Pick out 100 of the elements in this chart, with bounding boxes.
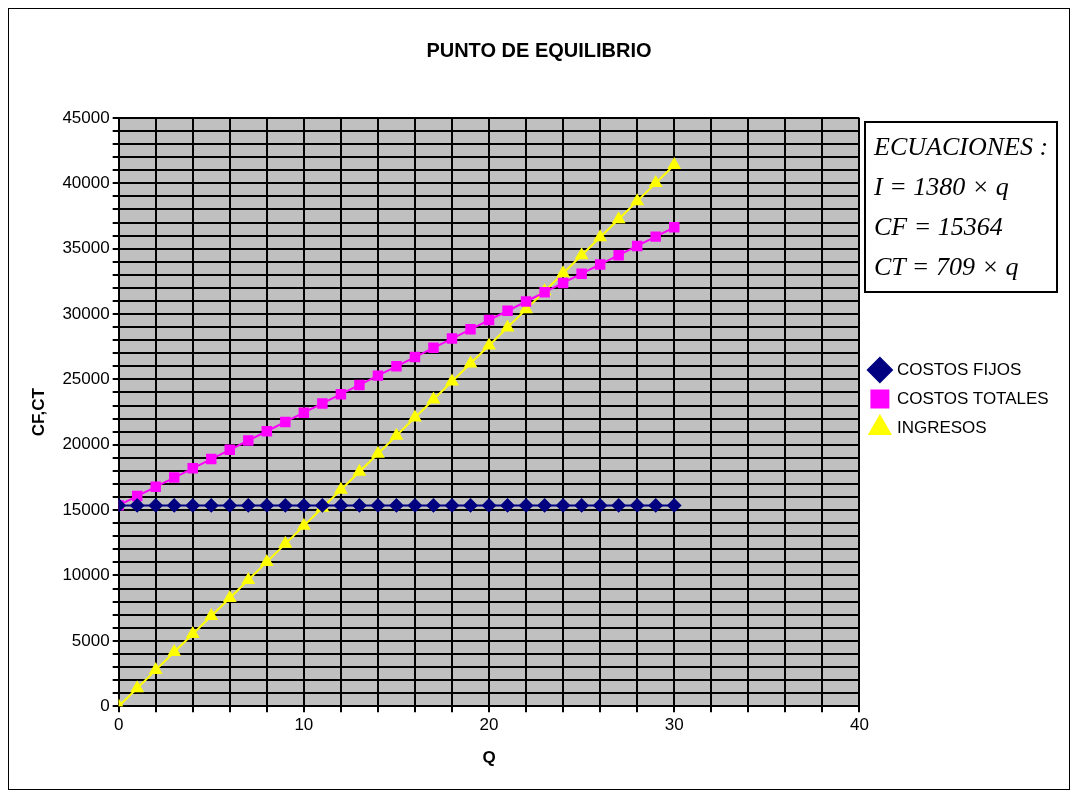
legend-label: COSTOS FIJOS (896, 359, 1022, 379)
point (482, 498, 497, 513)
point (556, 498, 571, 513)
x-tick-label: 40 (849, 715, 869, 735)
point (520, 296, 532, 307)
point (298, 407, 310, 418)
point (556, 266, 570, 278)
point (259, 498, 274, 513)
point (333, 498, 348, 513)
chart-title: PUNTO DE EQUILIBRIO (426, 38, 652, 61)
point (149, 663, 162, 675)
point (465, 324, 476, 335)
point (222, 498, 237, 513)
point (353, 464, 366, 476)
point (557, 277, 569, 289)
y-tick-label: 10000 (62, 565, 110, 585)
point (354, 379, 365, 391)
point (131, 681, 144, 693)
point (630, 498, 645, 513)
point (372, 370, 384, 381)
point (650, 231, 661, 242)
point (223, 590, 236, 602)
point (168, 645, 181, 657)
point (502, 305, 513, 316)
x-tick-label: 30 (664, 715, 684, 735)
point (649, 176, 662, 188)
point (668, 158, 681, 170)
legend-label: INGRESOS (896, 417, 987, 437)
point (446, 333, 458, 344)
y-tick-label: 20000 (62, 434, 110, 454)
point (576, 268, 587, 279)
point (130, 498, 145, 513)
y-tick-label: 5000 (71, 630, 110, 650)
point (612, 212, 625, 224)
point (445, 498, 459, 513)
point (483, 314, 495, 326)
y-tick-label: 15000 (62, 499, 110, 519)
point (464, 356, 477, 368)
point (630, 194, 644, 206)
point (407, 498, 422, 513)
point (279, 536, 292, 548)
point (371, 446, 385, 458)
legend-label: COSTOS TOTALES (896, 388, 1049, 408)
point (667, 498, 682, 513)
point (205, 609, 218, 621)
point (352, 498, 367, 513)
text: ECUACIONES : (874, 131, 1049, 163)
point (427, 392, 440, 404)
point (224, 444, 236, 456)
point (278, 498, 293, 513)
point (280, 416, 291, 428)
y-tick-label: 0 (100, 695, 110, 715)
point (148, 498, 163, 513)
point (335, 388, 347, 400)
x-tick-label: 0 (113, 715, 124, 735)
point (500, 498, 515, 513)
y-tick-label: 35000 (62, 238, 110, 258)
point (317, 398, 328, 409)
point (668, 222, 680, 233)
point (261, 425, 273, 437)
point (575, 248, 588, 260)
point (243, 435, 254, 446)
point (445, 374, 459, 386)
x-tick-label: 10 (294, 715, 314, 735)
point (150, 481, 161, 493)
point (648, 498, 663, 513)
point (187, 463, 198, 474)
point (611, 498, 626, 513)
point (409, 351, 421, 363)
point (297, 518, 311, 530)
text: I = 1380 × q (874, 171, 1010, 203)
point (390, 428, 403, 440)
point (296, 498, 311, 513)
point (391, 361, 402, 372)
point (168, 472, 180, 483)
y-tick-label: 30000 (62, 303, 110, 323)
point (334, 482, 348, 494)
point (519, 498, 534, 513)
point (408, 410, 422, 422)
point (167, 498, 182, 513)
point (242, 572, 255, 584)
point (428, 342, 439, 354)
point (501, 320, 514, 332)
point (482, 338, 496, 350)
y-axis-title: CF,CT (28, 387, 48, 437)
point (260, 554, 274, 566)
point (204, 498, 219, 513)
y-tick-label: 45000 (62, 107, 110, 127)
point (593, 498, 608, 513)
point (206, 453, 217, 465)
x-axis-title: Q (482, 748, 496, 768)
point (370, 498, 385, 513)
point (593, 230, 607, 242)
x-tick-label: 20 (479, 715, 499, 735)
point (186, 627, 199, 639)
y-tick-label: 40000 (62, 173, 110, 193)
point (185, 498, 200, 513)
point (574, 498, 589, 513)
point (537, 498, 552, 513)
point (631, 240, 643, 252)
